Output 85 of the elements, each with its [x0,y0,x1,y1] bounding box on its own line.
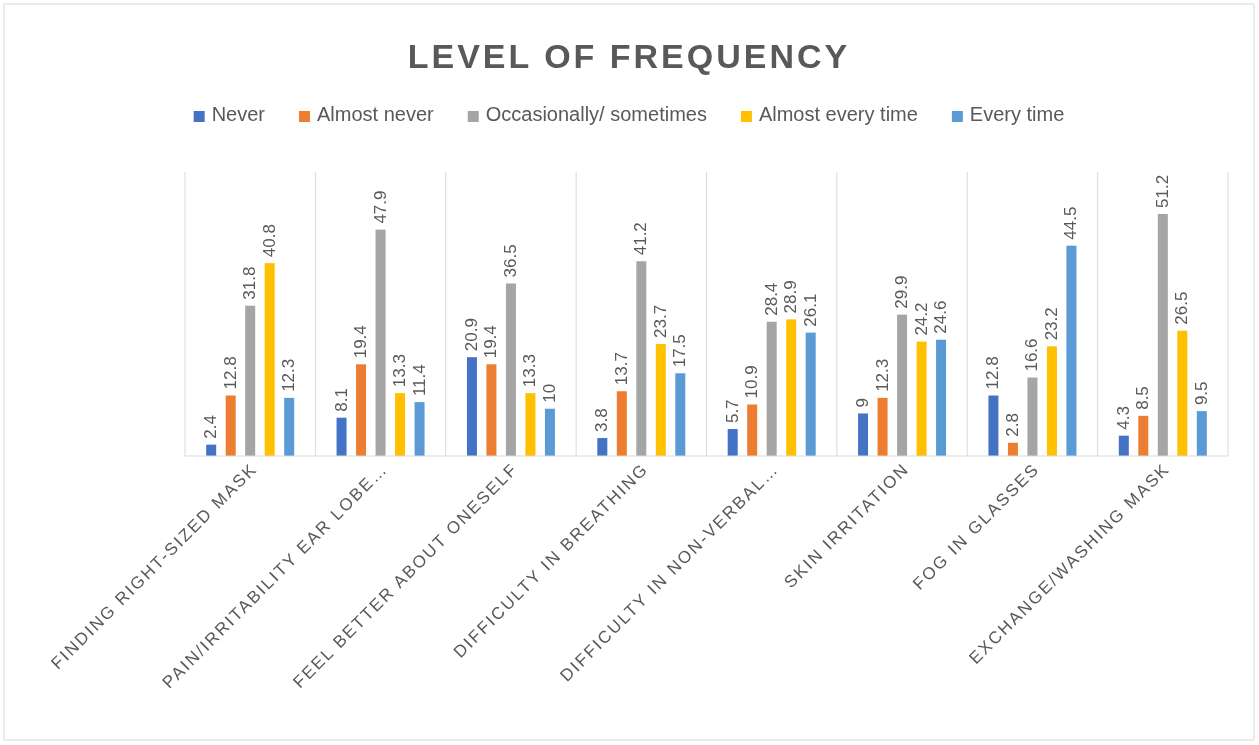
data-label: 13.3 [390,354,410,388]
data-label: 2.4 [201,415,221,439]
bar [1196,411,1207,456]
data-label: 31.8 [240,266,260,300]
bar [505,283,516,456]
bar [936,339,947,456]
bar [264,263,275,456]
data-label: 29.9 [892,275,912,309]
data-label: 41.2 [631,222,651,256]
data-label: 28.4 [761,282,781,316]
bar [245,305,256,456]
bar [1046,346,1057,456]
bar [747,404,758,456]
bar [1027,377,1038,456]
bar [655,343,666,456]
bar [786,319,797,456]
data-label: 19.4 [351,325,371,359]
data-label: 16.6 [1022,338,1042,372]
data-label: 8.5 [1133,386,1153,410]
bar [395,393,406,456]
bar [486,364,497,456]
data-label: 26.1 [800,293,820,327]
bar [597,438,608,456]
data-label: 2.8 [1002,413,1022,437]
data-label: 47.9 [370,190,390,224]
data-label: 4.3 [1113,406,1133,430]
bar [766,321,777,456]
legend-label: Occasionally/ sometimes [485,103,707,125]
data-label: 44.5 [1061,206,1081,240]
data-label: 12.8 [983,356,1003,390]
bar [1157,214,1168,456]
bar [916,341,927,456]
bar [284,397,295,456]
bar [525,393,536,456]
data-label: 23.7 [650,304,670,338]
data-label: 40.8 [259,224,279,258]
data-label: 24.2 [911,302,931,336]
legend-label: Almost never [317,103,435,125]
bar [675,373,686,456]
bar [727,429,738,456]
bar [1066,245,1077,456]
data-label: 12.8 [220,356,240,390]
data-label: 9 [853,397,873,408]
bar [544,408,555,456]
data-label: 36.5 [500,244,520,278]
data-label: 12.3 [872,358,892,392]
chart-title: LEVEL OF FREQUENCY [407,37,851,75]
legend-label: Every time [969,103,1065,125]
data-label: 9.5 [1191,381,1211,406]
bar [1177,330,1188,456]
data-label: 10.9 [742,365,762,399]
bar [375,229,386,456]
data-label: 13.7 [611,352,631,386]
data-label: 26.5 [1172,291,1192,325]
data-label: 11.4 [409,364,429,397]
data-label: 13.3 [520,354,540,388]
bar [636,261,647,456]
data-label: 23.2 [1041,307,1061,341]
bar [1118,435,1129,456]
bar [805,332,816,456]
data-label: 20.9 [461,318,481,352]
bar [877,397,888,456]
bar [414,402,425,456]
bar [336,417,347,456]
data-label: 3.8 [592,408,612,433]
bar [356,364,367,456]
legend-label: Almost every time [758,103,918,125]
bar [988,395,999,456]
data-label: 51.2 [1152,174,1172,208]
data-label: 24.6 [931,300,951,334]
bar [897,314,908,456]
bar [616,391,627,456]
bar [858,413,869,456]
data-label: 12.3 [279,358,299,392]
bar [1007,442,1018,456]
bar [1138,415,1149,456]
legend-label: Never [211,103,266,125]
data-label: 28.9 [781,280,801,314]
data-label: 19.4 [481,325,501,359]
data-label: 17.5 [670,334,690,368]
bar [466,357,477,456]
data-label: 10 [539,383,559,403]
bar [225,395,236,456]
data-label: 8.1 [331,388,351,412]
data-label: 5.7 [722,399,742,424]
